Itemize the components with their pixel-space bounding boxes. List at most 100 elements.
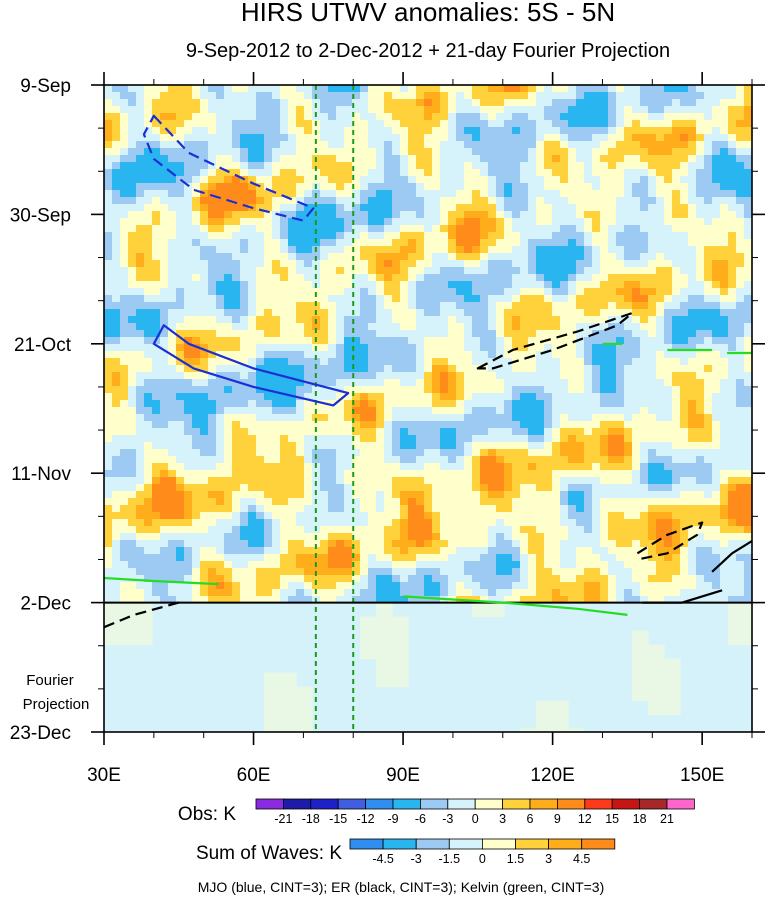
anomaly-cell — [384, 505, 393, 513]
anomaly-cell — [496, 407, 505, 415]
anomaly-cell — [232, 211, 241, 219]
anomaly-cell — [448, 344, 457, 352]
anomaly-cell — [296, 113, 305, 121]
anomaly-cell — [336, 274, 345, 282]
anomaly-cell — [584, 246, 593, 254]
anomaly-cell — [136, 372, 145, 380]
anomaly-cell — [640, 379, 649, 387]
anomaly-cell — [344, 225, 353, 233]
anomaly-cell — [744, 267, 752, 275]
anomaly-cell — [648, 456, 657, 464]
anomaly-cell — [232, 274, 241, 282]
anomaly-cell — [496, 386, 505, 394]
anomaly-cell — [200, 302, 209, 310]
anomaly-cell — [512, 365, 521, 373]
anomaly-cell — [368, 218, 377, 226]
anomaly-cell — [112, 414, 121, 422]
anomaly-cell — [328, 498, 337, 506]
anomaly-cell — [664, 456, 673, 464]
anomaly-cell — [624, 253, 633, 261]
anomaly-cell — [488, 449, 497, 457]
anomaly-cell — [736, 190, 745, 198]
anomaly-cell — [168, 400, 177, 408]
anomaly-cell — [120, 246, 129, 254]
anomaly-cell — [704, 358, 713, 366]
anomaly-cell — [672, 379, 681, 387]
anomaly-cell — [728, 428, 737, 436]
anomaly-cell — [576, 120, 585, 128]
anomaly-cell — [456, 421, 465, 429]
anomaly-cell — [216, 491, 225, 499]
anomaly-cell — [296, 281, 305, 289]
anomaly-cell — [288, 190, 297, 198]
anomaly-cell — [416, 176, 425, 184]
anomaly-cell — [384, 260, 393, 268]
anomaly-cell — [176, 155, 185, 163]
anomaly-cell — [640, 99, 649, 107]
anomaly-cell — [640, 407, 649, 415]
anomaly-cell — [112, 281, 121, 289]
anomaly-cell — [368, 449, 377, 457]
anomaly-cell — [720, 330, 729, 338]
anomaly-cell — [208, 134, 217, 142]
anomaly-cell — [600, 155, 609, 163]
anomaly-cell — [120, 456, 129, 464]
anomaly-cell — [664, 183, 673, 191]
anomaly-cell — [248, 407, 257, 415]
anomaly-cell — [616, 379, 625, 387]
anomaly-cell — [336, 148, 345, 156]
anomaly-cell — [640, 351, 649, 359]
anomaly-cell — [432, 190, 441, 198]
anomaly-cell — [296, 295, 305, 303]
anomaly-cell — [432, 477, 441, 485]
anomaly-cell — [232, 176, 241, 184]
anomaly-cell — [408, 449, 417, 457]
anomaly-cell — [288, 113, 297, 121]
anomaly-cell — [408, 400, 417, 408]
anomaly-cell — [136, 316, 145, 324]
anomaly-cell — [600, 337, 609, 345]
anomaly-cell — [520, 260, 529, 268]
anomaly-cell — [128, 162, 137, 170]
anomaly-cell — [600, 260, 609, 268]
anomaly-cell — [224, 267, 233, 275]
anomaly-cell — [560, 498, 569, 506]
anomaly-cell — [648, 211, 657, 219]
anomaly-cell — [488, 358, 497, 366]
anomaly-cell — [272, 106, 281, 114]
anomaly-cell — [296, 414, 305, 422]
anomaly-cell — [208, 267, 217, 275]
anomaly-cell — [640, 148, 649, 156]
anomaly-cell — [624, 197, 633, 205]
anomaly-cell — [456, 505, 465, 513]
anomaly-cell — [240, 323, 249, 331]
anomaly-cell — [632, 253, 641, 261]
anomaly-cell — [272, 330, 281, 338]
anomaly-cell — [352, 484, 361, 492]
anomaly-cell — [488, 127, 497, 135]
anomaly-cell — [120, 127, 129, 135]
anomaly-cell — [536, 358, 545, 366]
anomaly-cell — [536, 428, 545, 436]
anomaly-cell — [408, 274, 417, 282]
anomaly-cell — [584, 323, 593, 331]
anomaly-cell — [696, 127, 705, 135]
anomaly-cell — [464, 288, 473, 296]
anomaly-cell — [456, 232, 465, 240]
anomaly-cell — [104, 204, 113, 212]
anomaly-cell — [480, 435, 489, 443]
anomaly-cell — [128, 407, 137, 415]
anomaly-cell — [608, 435, 617, 443]
anomaly-cell — [528, 120, 537, 128]
anomaly-cell — [136, 204, 145, 212]
anomaly-cell — [576, 484, 585, 492]
anomaly-cell — [704, 470, 713, 478]
anomaly-cell — [224, 505, 233, 513]
anomaly-cell — [136, 470, 145, 478]
anomaly-cell — [272, 344, 281, 352]
anomaly-cell — [520, 134, 529, 142]
anomaly-cell — [632, 260, 641, 268]
anomaly-cell — [704, 218, 713, 226]
anomaly-cell — [232, 414, 241, 422]
anomaly-cell — [576, 421, 585, 429]
